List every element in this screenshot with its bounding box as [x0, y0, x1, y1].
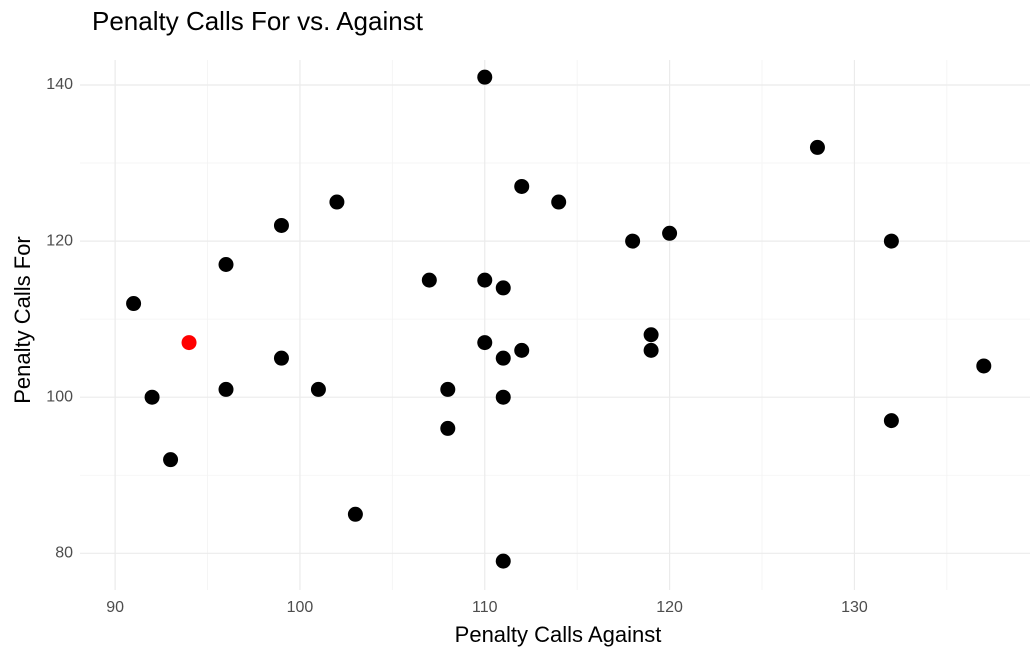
point [310, 381, 326, 397]
point [883, 233, 899, 249]
point [883, 413, 899, 429]
x-tick-label: 130 [841, 599, 868, 616]
y-tick-label: 120 [46, 232, 73, 249]
grid [80, 60, 1030, 590]
point [495, 389, 511, 405]
x-tick-label: 110 [472, 599, 498, 616]
point [643, 327, 659, 343]
y-tick-label: 100 [46, 388, 73, 405]
y-axis-label: Penalty Calls For [10, 236, 35, 404]
point [551, 194, 567, 210]
point [809, 139, 825, 155]
point [163, 452, 179, 468]
x-tick-label: 100 [287, 599, 314, 616]
y-tick-label: 140 [46, 76, 73, 93]
y-tick-label: 80 [55, 545, 73, 562]
point [625, 233, 641, 249]
point [514, 342, 530, 358]
point [347, 506, 363, 522]
x-tick-label: 90 [106, 599, 124, 616]
point [495, 280, 511, 296]
point [440, 381, 456, 397]
point [218, 381, 234, 397]
point [477, 69, 493, 85]
x-axis-label: Penalty Calls Against [455, 622, 662, 647]
point [514, 178, 530, 194]
x-tick-label: 120 [656, 599, 683, 616]
point [440, 420, 456, 436]
point [477, 272, 493, 288]
point [477, 335, 493, 351]
points [126, 69, 992, 569]
point [662, 225, 678, 241]
chart-title: Penalty Calls For vs. Against [92, 6, 424, 36]
point [643, 342, 659, 358]
point [126, 296, 142, 312]
point [273, 217, 289, 233]
point [273, 350, 289, 366]
point [421, 272, 437, 288]
point [329, 194, 345, 210]
point [181, 335, 197, 351]
point [218, 257, 234, 273]
point [144, 389, 160, 405]
point [495, 553, 511, 569]
point [976, 358, 992, 374]
point [495, 350, 511, 366]
